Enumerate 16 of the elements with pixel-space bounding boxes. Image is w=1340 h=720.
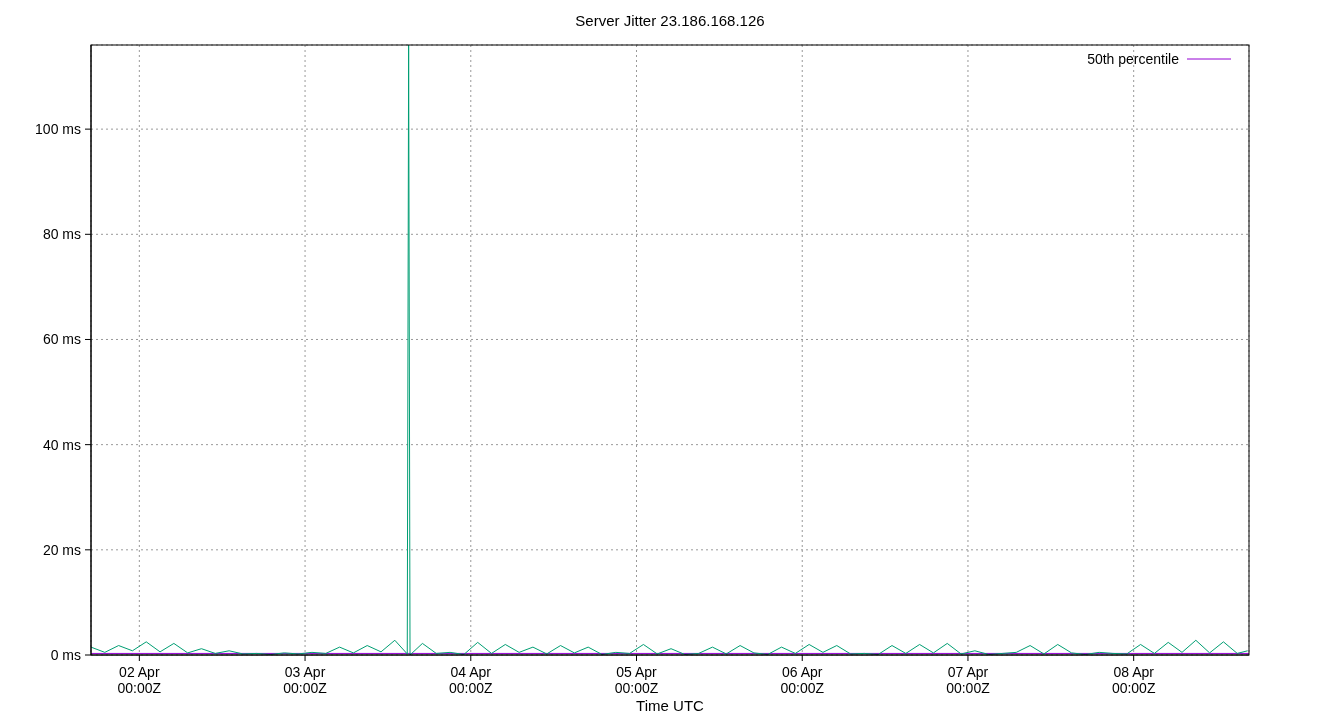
x-tick-label: 06 Apr 00:00Z bbox=[780, 664, 825, 696]
x-tick-label: 04 Apr 00:00Z bbox=[448, 664, 494, 696]
y-tick-label: 20 ms bbox=[42, 541, 81, 558]
y-tick-label: 60 ms bbox=[42, 331, 81, 348]
x-tick-label: 08 Apr 00:00Z bbox=[1111, 664, 1156, 696]
x-tick-label: 05 Apr 00:00Z bbox=[614, 664, 659, 696]
legend-label: 50th percentile bbox=[1087, 51, 1180, 67]
x-axis-title: Time UTC bbox=[635, 697, 705, 714]
chart-title: Server Jitter 23.186.168.126 bbox=[574, 12, 766, 29]
y-tick-label: 100 ms bbox=[35, 121, 81, 138]
x-tick-label: 03 Apr 00:00Z bbox=[283, 664, 328, 696]
y-tick-label: 80 ms bbox=[42, 226, 81, 243]
y-tick-label: 40 ms bbox=[42, 436, 81, 453]
y-tick-label: 0 ms bbox=[50, 647, 81, 663]
x-tick-label: 02 Apr 00:00Z bbox=[117, 664, 162, 696]
x-tick-label: 07 Apr 00:00Z bbox=[946, 664, 991, 696]
